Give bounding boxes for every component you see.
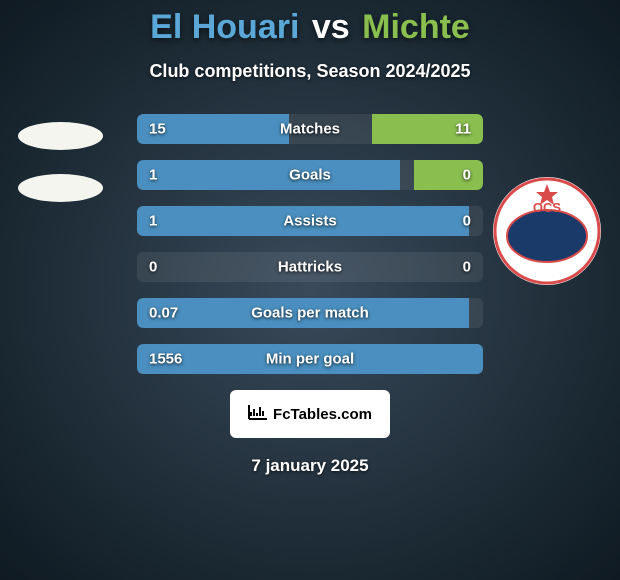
stat-label: Goals per match (251, 305, 369, 322)
stat-bar-left (137, 160, 400, 190)
stat-label: Matches (280, 121, 340, 138)
logo-shape (18, 174, 103, 202)
stat-row: 1 Goals 0 (137, 160, 483, 190)
stat-value-left: 0 (149, 259, 157, 276)
player1-name: El Houari (150, 8, 299, 46)
stat-label: Goals (289, 167, 331, 184)
club-badge-icon: OCS (492, 176, 602, 286)
logo-shape (18, 122, 103, 150)
right-club-logo: OCS (492, 176, 602, 286)
stat-value-right: 11 (455, 121, 471, 138)
brand-text: FcTables.com (273, 406, 372, 423)
stat-value-left: 1 (149, 167, 157, 184)
brand-badge: FcTables.com (230, 390, 390, 438)
stat-row: 0 Hattricks 0 (137, 252, 483, 282)
chart-icon (248, 404, 268, 425)
stat-label: Assists (283, 213, 336, 230)
comparison-title: El Houari vs Michte (0, 0, 620, 47)
subtitle: Club competitions, Season 2024/2025 (0, 61, 620, 82)
svg-text:OCS: OCS (533, 200, 562, 215)
stats-bars: 15Matches111Goals01Assists00Hattricks00.… (137, 114, 483, 374)
stat-label: Hattricks (278, 259, 342, 276)
stat-value-left: 15 (149, 121, 166, 138)
stat-value-left: 1556 (149, 351, 182, 368)
footer-date: 7 january 2025 (0, 456, 620, 476)
player2-name: Michte (362, 8, 470, 46)
stat-value-left: 0.07 (149, 305, 178, 322)
stat-value-right: 0 (463, 213, 471, 230)
stat-value-right: 0 (463, 167, 471, 184)
stat-value-right: 0 (463, 259, 471, 276)
stat-row: 1 Assists 0 (137, 206, 483, 236)
stat-row: 0.07 Goals per match (137, 298, 483, 328)
left-club-logo (18, 122, 108, 212)
stat-row: 1556 Min per goal (137, 344, 483, 374)
vs-text: vs (312, 8, 350, 46)
stat-row: 15 Matches 11 (137, 114, 483, 144)
stat-value-left: 1 (149, 213, 157, 230)
stat-label: Min per goal (266, 351, 354, 368)
stat-bar-right (414, 160, 483, 190)
